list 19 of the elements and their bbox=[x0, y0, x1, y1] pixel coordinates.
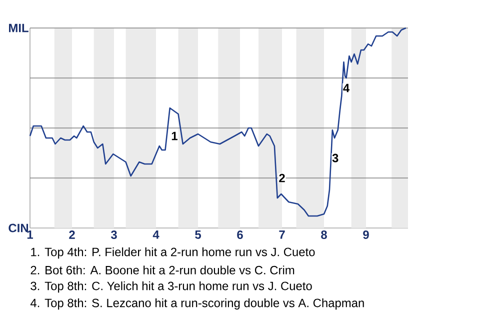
x-tick-label: 7 bbox=[279, 230, 285, 239]
x-tick-label: 5 bbox=[195, 230, 201, 239]
text: 4. Top 8th: S. Lezcano hit a run-scoring double vs A. Chapman bbox=[30, 298, 364, 310]
x-tick-label: 3 bbox=[110, 230, 117, 240]
annotation: 4 bbox=[343, 84, 350, 92]
x-tick-label: 9 bbox=[363, 230, 369, 239]
annotation: 3 bbox=[332, 154, 338, 162]
x-tick-label: 4 bbox=[152, 230, 160, 239]
x-tick-label: 1 bbox=[27, 230, 33, 239]
text: 3. Top 8th: C. Yelich hit a 3-run home run vs J. Cueto bbox=[30, 281, 312, 293]
text: 2. Bot 6th: A. Boone hit a 2-run double vs C. Crim bbox=[30, 266, 294, 274]
x-tick-label: 8 bbox=[321, 230, 327, 239]
x-tick-label: 2 bbox=[69, 230, 75, 239]
text: 1. Top 4th: P. Fielder hit a 2-run home run vs J. Cueto bbox=[31, 247, 315, 259]
annotation: 1 bbox=[172, 132, 178, 140]
text: CIN bbox=[8, 224, 28, 232]
x-tick-label: 6 bbox=[237, 230, 243, 239]
annotation: 2 bbox=[279, 174, 285, 182]
text: MIL bbox=[9, 24, 28, 32]
